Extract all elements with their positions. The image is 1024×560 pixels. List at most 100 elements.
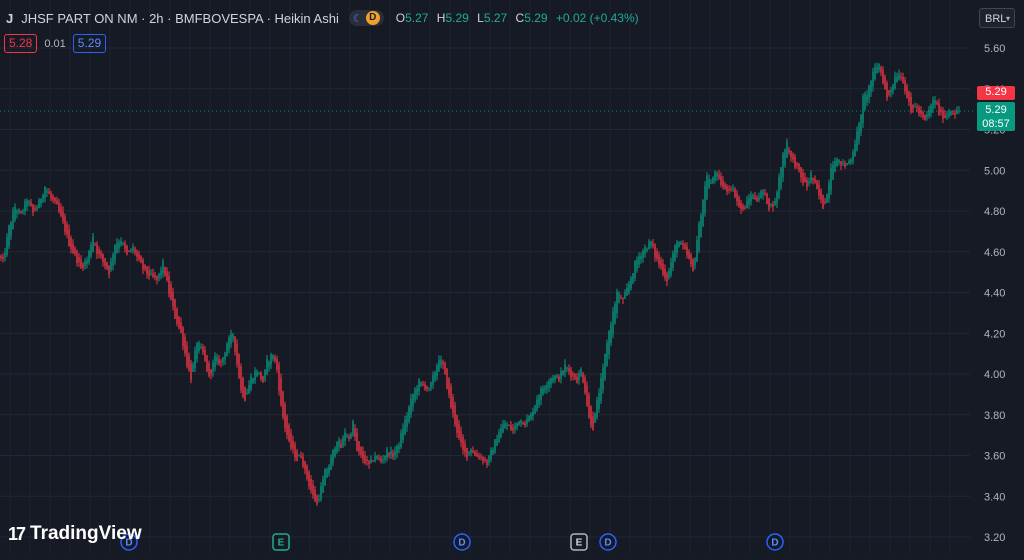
candle — [216, 353, 218, 366]
candle — [722, 176, 724, 190]
candle — [760, 189, 762, 199]
candle — [956, 106, 958, 115]
candle — [8, 224, 10, 249]
candle — [94, 242, 96, 247]
candle — [92, 233, 94, 253]
candle — [126, 244, 128, 256]
dividend-event-icon[interactable]: D — [120, 533, 138, 551]
candle — [510, 421, 512, 431]
candle — [550, 377, 552, 389]
candle — [808, 177, 810, 187]
candle — [348, 434, 350, 442]
candle — [472, 446, 474, 454]
candle — [958, 106, 960, 114]
candle — [880, 65, 882, 77]
candle — [404, 415, 406, 436]
candle — [572, 371, 574, 381]
dividend-event-icon[interactable]: D — [766, 533, 784, 551]
candle — [578, 370, 580, 385]
candle — [22, 208, 24, 215]
candle — [448, 377, 450, 399]
symbol-logo[interactable]: J — [6, 10, 14, 26]
candle — [804, 172, 806, 183]
earnings-event-icon[interactable]: E — [272, 533, 290, 551]
candle — [820, 188, 822, 204]
candle — [492, 447, 494, 455]
candle — [508, 424, 510, 427]
candle — [842, 159, 844, 166]
candle — [406, 412, 408, 432]
candle — [904, 77, 906, 95]
candle — [942, 107, 944, 124]
candle — [414, 387, 416, 403]
candle — [176, 307, 178, 327]
candle — [552, 374, 554, 384]
currency-select[interactable]: BRL ▾ — [979, 8, 1015, 28]
candle — [656, 248, 658, 262]
candle — [326, 467, 328, 478]
candle — [764, 188, 766, 197]
candle — [14, 203, 16, 223]
candle — [246, 388, 248, 395]
candle — [250, 373, 252, 392]
candle — [206, 354, 208, 373]
candle — [172, 287, 174, 311]
ask-button[interactable]: 5.29 — [72, 34, 107, 53]
candle — [58, 198, 60, 214]
candle — [352, 419, 354, 437]
candle — [240, 363, 242, 394]
candle — [714, 170, 716, 184]
dividend-event-icon[interactable]: D — [599, 533, 617, 551]
candle — [686, 242, 688, 259]
candle — [662, 258, 664, 277]
candle — [848, 159, 850, 165]
dividend-event-icon[interactable]: D — [453, 533, 471, 551]
candle — [32, 203, 34, 217]
candle — [238, 353, 240, 379]
candle — [826, 193, 828, 203]
candle — [898, 69, 900, 81]
candle — [642, 248, 644, 263]
candle — [290, 428, 292, 451]
candle — [380, 456, 382, 464]
candle — [916, 103, 918, 113]
candle — [388, 452, 390, 459]
candle — [570, 366, 572, 382]
candle — [602, 363, 604, 394]
symbol-title[interactable]: JHSF PART ON NM · 2h · BMFBOVESPA · Heik… — [21, 10, 339, 26]
candle — [482, 455, 484, 465]
candle — [300, 451, 302, 459]
candle — [616, 288, 618, 319]
candle — [0, 254, 2, 262]
candle — [244, 386, 246, 402]
tradingview-brand[interactable]: 17 TradingView — [8, 523, 142, 545]
session-pill[interactable]: ☾ D — [348, 10, 384, 26]
candle — [362, 446, 364, 464]
candle — [312, 479, 314, 499]
candle — [588, 392, 590, 419]
candle — [618, 291, 620, 304]
candle — [214, 352, 216, 372]
candle — [346, 433, 348, 438]
candle — [834, 157, 836, 173]
close-value: 5.29 — [524, 11, 548, 25]
candle — [102, 253, 104, 267]
candle — [836, 157, 838, 167]
candle — [118, 239, 120, 253]
candle — [940, 106, 942, 116]
event-label: D — [125, 538, 132, 549]
candle — [524, 420, 526, 428]
candle — [310, 475, 312, 494]
session-badge: D — [365, 11, 380, 25]
earnings-event-icon[interactable]: E — [570, 533, 588, 551]
candle — [442, 359, 444, 370]
candle — [356, 428, 358, 452]
candle — [784, 148, 786, 168]
candle — [504, 420, 506, 429]
event-label: D — [458, 538, 465, 549]
candle — [354, 424, 356, 442]
bid-button[interactable]: 5.28 — [4, 34, 38, 53]
candle — [130, 248, 132, 253]
